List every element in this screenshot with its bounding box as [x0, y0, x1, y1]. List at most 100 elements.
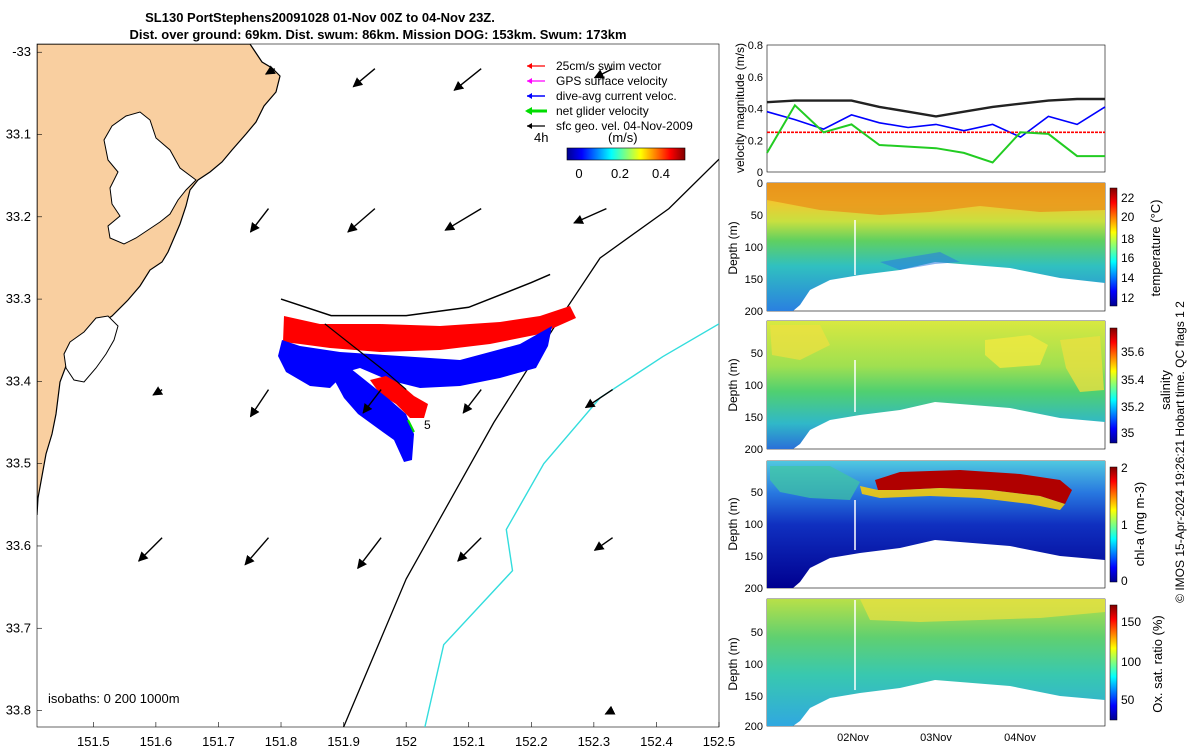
cb-tick: 50 — [1121, 693, 1135, 707]
x-tick: 03Nov — [920, 732, 952, 744]
x-tick-label: 152.3 — [578, 734, 611, 749]
temperature-warm-layer — [767, 183, 1105, 215]
glider-swath — [278, 273, 576, 462]
cb-tick: 14 — [1121, 271, 1135, 285]
geo-velocity-arrow — [152, 386, 164, 396]
legend-label: 25cm/s swim vector — [556, 59, 661, 73]
y-tick: 0 — [757, 178, 763, 190]
y-tick-label: 33.8 — [6, 703, 31, 718]
velocity-series-line — [766, 106, 1106, 139]
time-label: 4h — [534, 130, 548, 145]
geo-velocity-arrow — [457, 537, 482, 562]
y-tick-label: 0 — [757, 167, 763, 179]
salinity-high-patch — [985, 335, 1048, 368]
y-tick: 50 — [751, 627, 763, 639]
velocity-ylabel: velocity magnitude (m/s) — [733, 43, 747, 173]
salinity-colorbar — [1109, 327, 1118, 444]
y-tick: 200 — [745, 583, 763, 595]
geo-velocity-arrow — [362, 389, 382, 414]
arrow-left-icon — [527, 93, 532, 99]
x-tick-label: 151.9 — [327, 734, 360, 749]
y-tick: 100 — [745, 242, 763, 254]
legend-label: GPS surface velocity — [556, 74, 667, 88]
oxygen-y-axis: 50 100 150 200 — [745, 627, 763, 733]
chla-panel: 50 100 150 200 Depth (m) 2 1 0 chl-a (mg… — [726, 460, 1147, 595]
lake — [63, 315, 119, 383]
salinity-colorbar-ticks: 35.6 35.4 35.2 35 — [1121, 345, 1145, 440]
geo-velocity-arrow — [347, 208, 376, 233]
y-tick: 200 — [745, 306, 763, 318]
x-tick-label: 151.6 — [140, 734, 173, 749]
y-tick: 200 — [745, 444, 763, 456]
x-tick-label: 152.1 — [452, 734, 485, 749]
title-line1: SL130 PortStephens20091028 01-Nov 00Z to… — [145, 10, 495, 25]
geo-velocity-arrow — [453, 68, 482, 91]
chla-max-layer — [875, 470, 1072, 504]
glider-track-south — [324, 323, 407, 391]
oxygen-colorbar — [1109, 604, 1118, 721]
current-vectors-blue — [278, 326, 552, 388]
geo-velocity-arrow — [604, 705, 616, 715]
y-tick-label: 0.2 — [748, 135, 763, 147]
x-tick-label: 152.4 — [640, 734, 673, 749]
x-tick-label: 152.5 — [703, 734, 736, 749]
geo-velocity-arrow — [138, 537, 163, 562]
land-mass — [37, 44, 281, 516]
y-tick-label: 33.2 — [6, 209, 31, 224]
y-tick: 100 — [745, 380, 763, 392]
geo-velocity-arrow — [244, 537, 270, 566]
colorbar-tick: 0 — [575, 166, 582, 181]
y-tick-label: 33.1 — [6, 127, 31, 142]
colorbar-tick: 0.4 — [652, 166, 670, 181]
cb-tick: 16 — [1121, 251, 1135, 265]
temperature-colorbar-ticks: 22 20 18 16 14 12 — [1121, 191, 1135, 305]
oxygen-section — [767, 599, 1105, 726]
velocity-series-line — [766, 103, 1105, 164]
salinity-panel: 50 100 150 200 Depth (m) 35.6 35.4 35.2 … — [726, 320, 1173, 456]
map-y-axis: -33 33.1 33.2 33.3 33.4 33.5 33.6 33.7 33.8 — [6, 44, 42, 718]
isobath-1000m — [424, 323, 719, 727]
time-x-axis: 02Nov 03Nov 04Nov — [837, 732, 1036, 744]
cb-tick: 100 — [1121, 655, 1141, 669]
legend-item-sfc-geo: sfc geo. vel. 04-Nov-2009 — [527, 119, 693, 133]
geo-velocity-arrow — [264, 65, 276, 75]
velocity-panel: 0 0.2 0.4 0.6 0.8 velocity magnitude (m/s) — [733, 40, 1106, 179]
colorbar-unit: (m/s) — [608, 130, 638, 145]
cb-tick: 22 — [1121, 191, 1135, 205]
y-tick-label: 33.4 — [6, 373, 31, 388]
port-stephens-inlet — [103, 111, 197, 245]
cb-tick: 35.4 — [1121, 373, 1145, 387]
legend-label: dive-avg current veloc. — [556, 89, 677, 103]
arrow-left-icon — [527, 63, 532, 69]
cb-tick: 35 — [1121, 426, 1135, 440]
copyright-note: © IMOS 15-Apr-2024 19:26:21 Hobart time.… — [1173, 301, 1187, 603]
y-tick: 100 — [745, 659, 763, 671]
x-tick-label: 151.8 — [265, 734, 298, 749]
temperature-y-axis: 0 50 100 150 200 — [745, 178, 763, 318]
y-tick: 150 — [745, 274, 763, 286]
glider-track — [280, 273, 551, 317]
y-tick-label: 0.4 — [748, 104, 763, 116]
depth-label: Depth (m) — [726, 497, 740, 550]
swim-vectors-red — [283, 306, 576, 352]
cb-tick: 12 — [1121, 291, 1135, 305]
oxygen-high-layer — [860, 599, 1105, 622]
temperature-panel: 0 50 100 150 200 Depth (m) 22 20 18 16 1… — [726, 178, 1163, 318]
chla-y-axis: 50 100 150 200 — [745, 487, 763, 595]
current-vectors-blue-south — [330, 368, 414, 462]
net-glider-velocity-mark — [407, 419, 415, 433]
y-tick: 50 — [751, 487, 763, 499]
legend-item-net-glider: net glider velocity — [525, 104, 649, 118]
y-tick: 50 — [751, 348, 763, 360]
cb-tick: 20 — [1121, 210, 1135, 224]
chla-surface-layer — [770, 466, 860, 500]
velocity-series — [766, 97, 1106, 164]
x-tick-label: 152 — [395, 734, 417, 749]
salinity-high-patch-west — [770, 325, 830, 360]
salinity-high-patch-east — [1060, 336, 1104, 392]
chla-mid-layer — [860, 486, 1065, 510]
x-tick-label: 152.2 — [515, 734, 548, 749]
y-tick-label: -33 — [12, 44, 31, 59]
y-tick: 150 — [745, 551, 763, 563]
geo-velocity-arrow — [249, 389, 270, 418]
